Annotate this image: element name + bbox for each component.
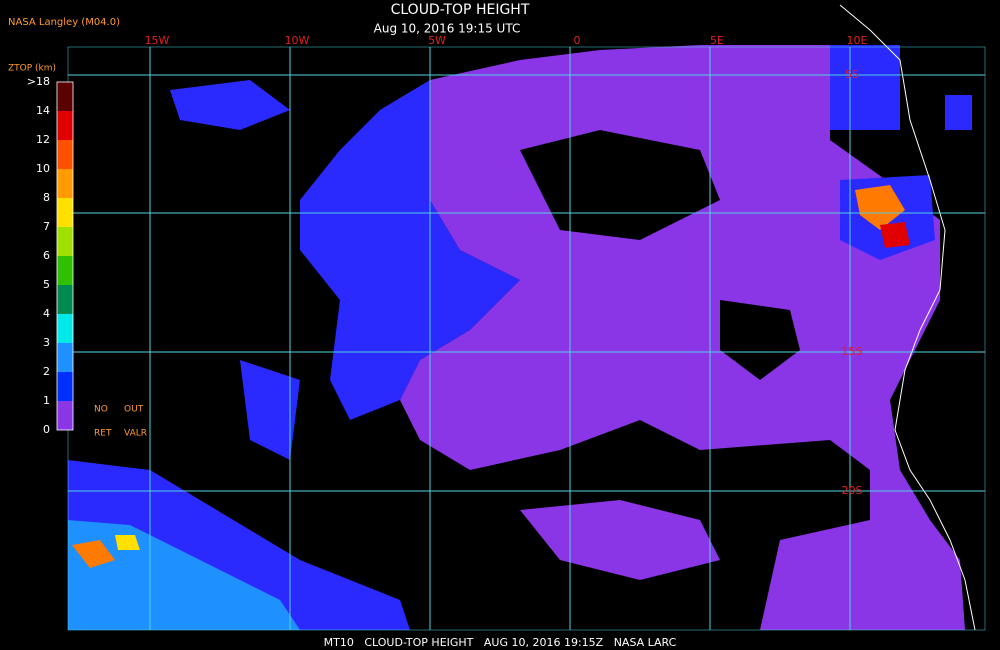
legend-note: VALR	[124, 429, 147, 439]
colorbar-label: 2	[43, 365, 50, 378]
high-clouds	[115, 535, 140, 550]
color-swatch	[57, 285, 73, 314]
longitude-label: 15W	[145, 34, 170, 47]
colorbar-label: 0	[43, 423, 50, 436]
legend-title: ZTOP (km)	[8, 64, 56, 74]
latitude-label: 20S	[842, 484, 863, 497]
color-swatch	[57, 372, 73, 401]
colorbar-frame	[56, 81, 74, 431]
longitude-label: 5E	[710, 34, 724, 47]
colorbar-label: 3	[43, 336, 50, 349]
color-swatch	[57, 256, 73, 285]
longitude-label: 10E	[847, 34, 868, 47]
legend-note: NO	[94, 405, 108, 415]
blue-clouds	[300, 80, 520, 420]
high-clouds	[855, 185, 905, 230]
color-swatch	[57, 82, 73, 111]
latitude-label: 5S	[845, 68, 859, 81]
blue-clouds	[945, 95, 972, 130]
coastline	[839, 4, 976, 631]
colorbar-label: 7	[43, 220, 50, 233]
legend-note: OUT	[124, 405, 144, 415]
high-clouds	[72, 540, 115, 568]
color-swatch	[57, 314, 73, 343]
longitude-label: 0	[574, 34, 581, 47]
title: CLOUD-TOP HEIGHT	[391, 2, 530, 18]
legend-note: RET	[94, 429, 112, 439]
color-swatch	[57, 198, 73, 227]
blue-clouds	[240, 360, 300, 460]
color-swatch	[57, 169, 73, 198]
colorbar-label: 14	[36, 104, 50, 117]
colorbar-label: 6	[43, 249, 50, 262]
longitude-label: 5W	[428, 34, 446, 47]
colorbar-label: 1	[43, 394, 50, 407]
footer: MT10 CLOUD-TOP HEIGHT AUG 10, 2016 19:15…	[324, 636, 677, 649]
color-swatch	[57, 111, 73, 140]
colorbar-label: 5	[43, 278, 50, 291]
source: NASA Langley (M04.0)	[8, 17, 120, 28]
color-swatch	[57, 140, 73, 169]
color-swatch	[57, 343, 73, 372]
color-swatch	[57, 401, 73, 430]
colorbar-label: 12	[36, 133, 50, 146]
color-swatch	[57, 227, 73, 256]
labels: NASA Langley (M04.0) CLOUD-TOP HEIGHT Au…	[8, 2, 868, 649]
clear-sky	[720, 300, 800, 380]
latitude-label: 15S	[842, 345, 863, 358]
high-clouds	[880, 222, 910, 248]
colorbar-label: 4	[43, 307, 50, 320]
blue-clouds	[170, 80, 290, 130]
colorbar-label: 8	[43, 191, 50, 204]
colorbar-label: >18	[27, 75, 50, 88]
graticule	[67, 46, 986, 631]
cloud-imagery	[68, 4, 976, 631]
longitude-label: 10W	[285, 34, 310, 47]
subtitle: Aug 10, 2016 19:15 UTC	[374, 22, 521, 36]
colorbar-label: 10	[36, 162, 50, 175]
blue-clouds	[815, 45, 900, 130]
